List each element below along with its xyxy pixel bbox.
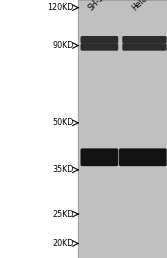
Bar	[78, 0, 167, 258]
Text: 50KD: 50KD	[52, 118, 73, 127]
FancyBboxPatch shape	[119, 148, 167, 166]
Text: 20KD: 20KD	[52, 239, 73, 248]
FancyBboxPatch shape	[80, 36, 118, 44]
Text: Hela: Hela	[130, 0, 149, 13]
FancyBboxPatch shape	[122, 36, 167, 44]
Text: 35KD: 35KD	[52, 165, 73, 174]
Text: 120KD: 120KD	[47, 3, 73, 12]
FancyBboxPatch shape	[80, 148, 118, 166]
Text: 90KD: 90KD	[52, 41, 73, 50]
FancyBboxPatch shape	[122, 43, 167, 51]
FancyBboxPatch shape	[80, 43, 118, 51]
Text: 25KD: 25KD	[52, 209, 73, 219]
Text: SH-SY5Y: SH-SY5Y	[87, 0, 116, 13]
